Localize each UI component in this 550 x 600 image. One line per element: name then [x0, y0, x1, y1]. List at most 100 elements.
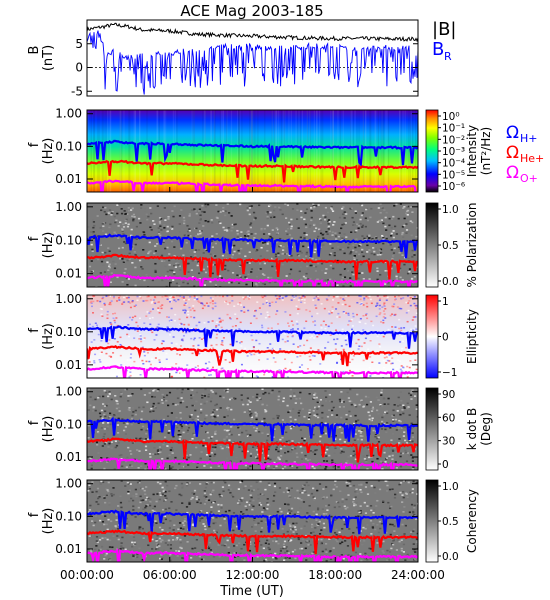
gray-speck — [300, 499, 303, 501]
ellipticity-speck — [255, 375, 258, 377]
series-line-b-magnitude — [86, 22, 419, 43]
gray-speck — [395, 233, 398, 235]
gray-speck — [90, 551, 93, 553]
gray-speck — [319, 218, 322, 220]
gray-speck — [88, 456, 92, 459]
gray-speck — [355, 488, 358, 491]
ellipticity-speck — [151, 300, 154, 303]
gray-speck — [246, 231, 249, 234]
gray-speck — [313, 497, 316, 500]
gray-speck — [302, 538, 305, 541]
gray-speck — [194, 249, 198, 251]
gray-speck — [391, 542, 394, 545]
gray-speck — [204, 220, 207, 222]
ellipticity-speck — [238, 328, 241, 330]
gray-speck — [341, 223, 344, 226]
gray-speck — [401, 409, 404, 411]
gray-speck — [225, 228, 228, 231]
gray-speck — [288, 495, 291, 497]
gray-speck — [183, 524, 186, 527]
ellipticity-speck — [179, 372, 182, 375]
gray-speck — [163, 217, 166, 220]
gray-speck — [303, 232, 306, 234]
gray-speck — [157, 388, 160, 391]
gray-speck — [313, 397, 316, 399]
gray-speck — [304, 491, 307, 493]
gray-speck — [234, 223, 237, 226]
gray-speck — [401, 494, 404, 496]
gray-speck — [358, 272, 361, 275]
gray-speck — [311, 465, 314, 468]
gray-speck — [305, 238, 308, 241]
ellipticity-speck — [211, 298, 214, 300]
gray-speck — [370, 252, 373, 255]
ellipticity-speck — [344, 339, 347, 342]
ellipticity-speck — [126, 297, 129, 299]
gray-speck — [205, 499, 208, 502]
gray-speck — [358, 430, 361, 432]
gray-speck — [224, 227, 227, 230]
gray-speck — [279, 550, 283, 552]
gray-speck — [227, 557, 230, 560]
gray-speck — [210, 389, 213, 392]
gray-speck — [400, 547, 403, 550]
gray-speck — [162, 549, 166, 552]
gray-speck — [157, 402, 160, 405]
gray-speck — [318, 533, 322, 535]
gray-speck — [161, 529, 164, 531]
gray-speck — [226, 407, 229, 410]
ellipticity-speck — [192, 305, 195, 307]
spectrogram-k-dot-b — [87, 388, 418, 470]
ellipticity-speck — [209, 302, 212, 304]
gray-speck — [208, 541, 212, 544]
gray-speck — [305, 534, 308, 537]
spectrogram-streak — [362, 110, 365, 192]
ellipticity-speck — [217, 324, 220, 326]
gray-speck — [358, 403, 361, 406]
ellipticity-speck — [342, 348, 345, 351]
ellipticity-speck — [176, 353, 179, 355]
ellipticity-speck — [251, 330, 254, 332]
gray-speck — [235, 456, 238, 459]
gray-speck — [177, 434, 180, 436]
gray-speck — [332, 406, 335, 409]
ellipticity-speck — [131, 300, 134, 303]
gray-speck — [163, 224, 166, 226]
gray-speck — [256, 285, 259, 287]
ellipticity-speck — [376, 302, 379, 304]
gray-speck — [144, 438, 147, 440]
gray-speck — [340, 401, 344, 403]
gray-speck — [296, 466, 299, 469]
gray-speck — [87, 511, 91, 513]
gray-speck — [336, 284, 339, 286]
ellipticity-speck — [335, 308, 338, 310]
gray-speck — [168, 391, 172, 394]
gray-speck — [236, 233, 239, 235]
gray-speck — [321, 411, 324, 414]
gray-speck — [158, 498, 161, 501]
gray-speck — [142, 442, 145, 445]
gray-speck — [340, 554, 343, 556]
gray-speck — [402, 543, 406, 546]
gray-speck — [155, 522, 158, 524]
gray-speck — [103, 405, 107, 407]
gray-speck — [315, 237, 319, 240]
gray-speck — [143, 279, 146, 282]
gray-speck — [396, 285, 400, 287]
gray-speck — [403, 426, 406, 428]
gray-speck — [353, 256, 356, 259]
x-axis-label: Time (UT) — [219, 584, 284, 599]
colorbar-tick-label: 90 — [442, 389, 455, 401]
gray-speck — [380, 391, 383, 394]
gray-speck — [112, 493, 115, 496]
gray-speck — [248, 262, 251, 264]
ellipticity-speck — [184, 310, 187, 312]
ellipticity-speck — [401, 347, 404, 350]
y-tick-label: 1.00 — [55, 477, 82, 491]
gray-speck — [143, 394, 147, 396]
gray-speck — [269, 238, 272, 240]
gray-speck — [207, 203, 210, 206]
ellipticity-speck — [253, 310, 256, 312]
gyrofrequency-line-heplus — [87, 159, 418, 183]
gray-speck — [252, 211, 256, 214]
